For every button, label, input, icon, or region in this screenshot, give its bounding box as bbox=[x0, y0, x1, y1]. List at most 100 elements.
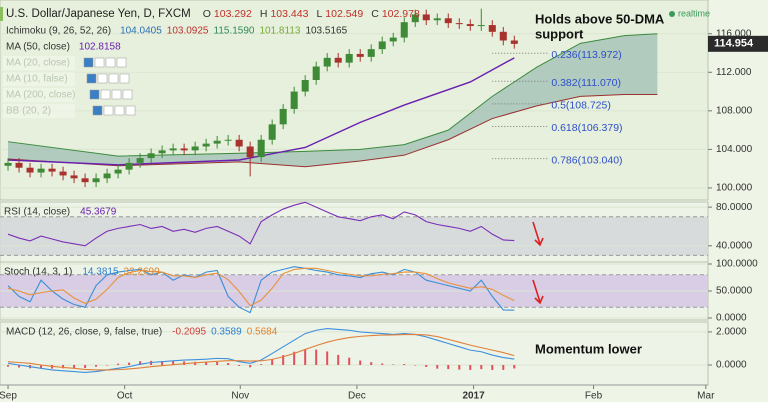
indicator-name: MA (50, close) bbox=[6, 42, 70, 53]
x-tick-label: Nov bbox=[231, 391, 249, 402]
candle-body bbox=[455, 23, 463, 25]
histogram-bar bbox=[337, 354, 340, 365]
panel-value: 45.3679 bbox=[80, 207, 117, 218]
indicator-value: 115.1590 bbox=[214, 26, 255, 37]
candle-body bbox=[125, 162, 133, 170]
histogram-bar bbox=[458, 364, 461, 370]
ohlc-key: C bbox=[371, 8, 379, 20]
histogram-bar bbox=[84, 364, 87, 368]
candle-body bbox=[444, 18, 452, 24]
histogram-bar bbox=[293, 351, 296, 365]
candle-body bbox=[114, 169, 122, 174]
y-tick-label: 112.000 bbox=[716, 67, 752, 78]
indicator-name: MA (10, false) bbox=[6, 74, 68, 85]
candle-body bbox=[378, 41, 386, 50]
cloud bbox=[8, 33, 658, 167]
ma-line bbox=[8, 57, 515, 166]
indicator-icon bbox=[108, 73, 119, 84]
indicator-box bbox=[3, 88, 75, 102]
x-tick-label: Feb bbox=[585, 391, 603, 402]
candle-body bbox=[180, 148, 188, 151]
histogram-bar bbox=[282, 355, 285, 365]
histogram-bar bbox=[425, 364, 428, 367]
candle-body bbox=[213, 140, 221, 144]
candle-body bbox=[136, 158, 144, 163]
candle-body bbox=[477, 25, 485, 27]
indicator-icon bbox=[111, 89, 122, 100]
indicator-name: MA (20, close) bbox=[6, 58, 70, 69]
candle-body bbox=[301, 80, 309, 92]
indicator-icon bbox=[119, 73, 130, 84]
ohlc-key: O bbox=[203, 8, 211, 20]
header-bg bbox=[0, 7, 3, 21]
histogram-bar bbox=[370, 362, 373, 365]
panel-title: Stoch (14, 3, 1) bbox=[4, 267, 72, 278]
last-price-label: 114.954 bbox=[714, 38, 754, 50]
candle-body bbox=[48, 168, 56, 172]
histogram-bar bbox=[238, 364, 241, 366]
candle-body bbox=[367, 49, 375, 57]
indicator-icon bbox=[92, 105, 103, 116]
candle-body bbox=[433, 18, 441, 21]
x-tick-label: Dec bbox=[348, 391, 366, 402]
y-tick-label: 116.000 bbox=[716, 28, 752, 39]
candle-body bbox=[400, 22, 408, 38]
status: realtime bbox=[678, 8, 710, 18]
candle-body bbox=[235, 139, 243, 147]
fib-label: 0.236(113.972) bbox=[551, 49, 621, 61]
histogram-bar bbox=[326, 351, 329, 365]
histogram-bar bbox=[359, 360, 362, 365]
candle-body bbox=[191, 146, 199, 151]
indicator-icon bbox=[116, 57, 127, 68]
cloud-upper bbox=[7, 33, 658, 157]
cloud-lower bbox=[8, 93, 658, 168]
histogram-bar bbox=[205, 362, 208, 365]
histogram-bar bbox=[73, 364, 76, 369]
indicator-value: 103.5165 bbox=[305, 26, 347, 37]
ohlc-key: L bbox=[316, 8, 322, 20]
arrow bbox=[532, 279, 544, 305]
candle-body bbox=[92, 178, 100, 183]
arrow bbox=[532, 221, 544, 247]
panel-title: RSI (14, close) bbox=[4, 207, 70, 218]
fib-label: 0.382(111.070) bbox=[551, 77, 621, 89]
y-tick-label: 108.000 bbox=[716, 105, 753, 116]
ohlc-value: 103.443 bbox=[270, 8, 308, 20]
histogram-bar bbox=[106, 364, 109, 366]
indicator-icon bbox=[100, 89, 111, 100]
panel-value: 0.5684 bbox=[247, 327, 278, 338]
last-price-tag bbox=[708, 35, 768, 52]
histogram-bar bbox=[480, 364, 483, 370]
y-tick-label: 100.0000 bbox=[716, 259, 758, 270]
candle-body bbox=[224, 139, 232, 141]
candle-body bbox=[81, 178, 89, 183]
indicator-icon bbox=[105, 57, 116, 68]
indicator-line bbox=[7, 267, 515, 307]
candle-body bbox=[411, 14, 419, 23]
histogram-bar bbox=[139, 361, 142, 365]
indicator-name: Ichimoku (9, 26, 52, 26) bbox=[6, 26, 111, 37]
histogram-bar bbox=[271, 359, 274, 365]
panel-title: MACD (12, 26, close, 9, false, true) bbox=[6, 327, 162, 338]
indicator-line bbox=[7, 201, 515, 247]
histogram-bar bbox=[315, 349, 318, 365]
indicator-name: MA (200, close) bbox=[6, 90, 75, 101]
indicator-icon bbox=[86, 73, 97, 84]
histogram-bar bbox=[95, 364, 98, 367]
indicator-line bbox=[7, 333, 515, 371]
panel-value: -0.2095 bbox=[172, 327, 206, 338]
candle-body bbox=[246, 146, 254, 158]
histogram-bar bbox=[249, 364, 252, 368]
candle-body bbox=[59, 171, 67, 176]
indicator-value: 102.8158 bbox=[79, 42, 121, 53]
histogram-bar bbox=[447, 364, 450, 370]
histogram-bar bbox=[117, 363, 120, 365]
y-tick-label: 104.000 bbox=[716, 144, 753, 155]
histogram-bar bbox=[436, 364, 439, 369]
indicator-icon bbox=[83, 57, 94, 68]
histogram-bar bbox=[62, 364, 65, 369]
candle-body bbox=[26, 167, 34, 173]
indicator-box bbox=[3, 56, 75, 70]
fib-label: 0.618(106.379) bbox=[551, 122, 622, 134]
y-tick-label: 0.0000 bbox=[716, 313, 747, 324]
